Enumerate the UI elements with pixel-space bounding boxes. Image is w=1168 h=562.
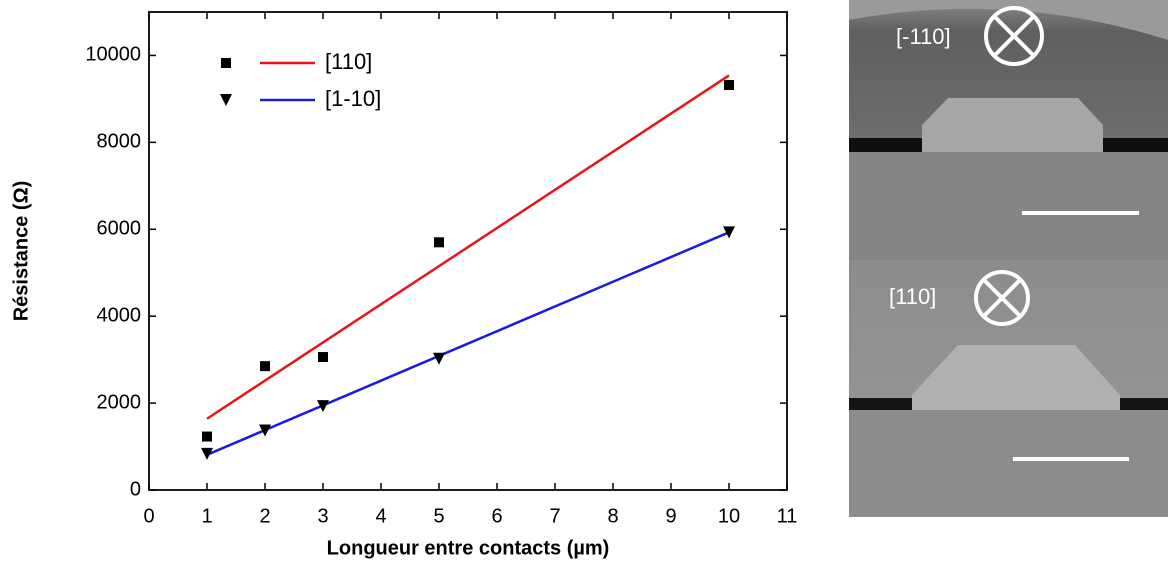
- sem-feature: [912, 345, 1120, 410]
- data-point: [434, 237, 444, 248]
- x-tick-label: 1: [201, 505, 212, 527]
- x-tick-label: 9: [665, 505, 676, 527]
- data-point: [723, 226, 735, 239]
- x-tick-label: 3: [317, 505, 328, 527]
- data-point: [201, 447, 213, 460]
- sem-images: [-110] [110]: [849, 0, 1168, 517]
- fit-line: [206, 74, 730, 420]
- x-axis-label: Longueur entre contacts (µm): [327, 537, 610, 559]
- data-point: [724, 80, 734, 91]
- legend-marker: [221, 58, 231, 68]
- direction-symbol: [974, 270, 1030, 326]
- fit-line: [206, 231, 730, 456]
- x-tick-label: 6: [491, 505, 502, 527]
- sem-feature: [922, 98, 1103, 152]
- sem-layer: [849, 410, 1168, 517]
- y-tick-label: 0: [130, 478, 141, 500]
- direction-symbol: [992, 14, 1036, 58]
- data-point: [260, 361, 270, 372]
- x-tick-label: 8: [607, 505, 618, 527]
- data-point: [259, 424, 271, 437]
- x-tick-label: 7: [549, 505, 560, 527]
- y-tick-label: 8000: [97, 131, 142, 153]
- plot-frame: [148, 11, 788, 491]
- y-tick-label: 6000: [97, 218, 142, 240]
- y-tick-label: 2000: [97, 391, 142, 413]
- sem-layer: [849, 0, 1168, 40]
- y-tick-label: 4000: [97, 304, 142, 326]
- y-tick-label: 10000: [85, 44, 141, 66]
- data-point: [318, 352, 328, 363]
- y-axis-label: Résistance (Ω): [10, 181, 32, 322]
- data-point: [317, 400, 329, 413]
- sem-layer: [849, 152, 1168, 260]
- data-point: [433, 352, 445, 365]
- x-tick-label: 4: [375, 505, 386, 527]
- legend-label: [1-10]: [325, 86, 381, 111]
- data-point: [202, 431, 212, 442]
- legend-label: [110]: [325, 49, 372, 74]
- image-label: [110]: [889, 284, 936, 309]
- x-tick-label: 11: [777, 505, 798, 527]
- x-tick-label: 0: [143, 505, 154, 527]
- direction-symbol: [984, 6, 1044, 66]
- x-tick-label: 10: [718, 505, 740, 527]
- legend-marker: [220, 94, 232, 106]
- direction-symbol: [982, 278, 1022, 318]
- image-label: [-110]: [896, 24, 951, 49]
- x-tick-label: 2: [259, 505, 270, 527]
- x-tick-label: 5: [433, 505, 444, 527]
